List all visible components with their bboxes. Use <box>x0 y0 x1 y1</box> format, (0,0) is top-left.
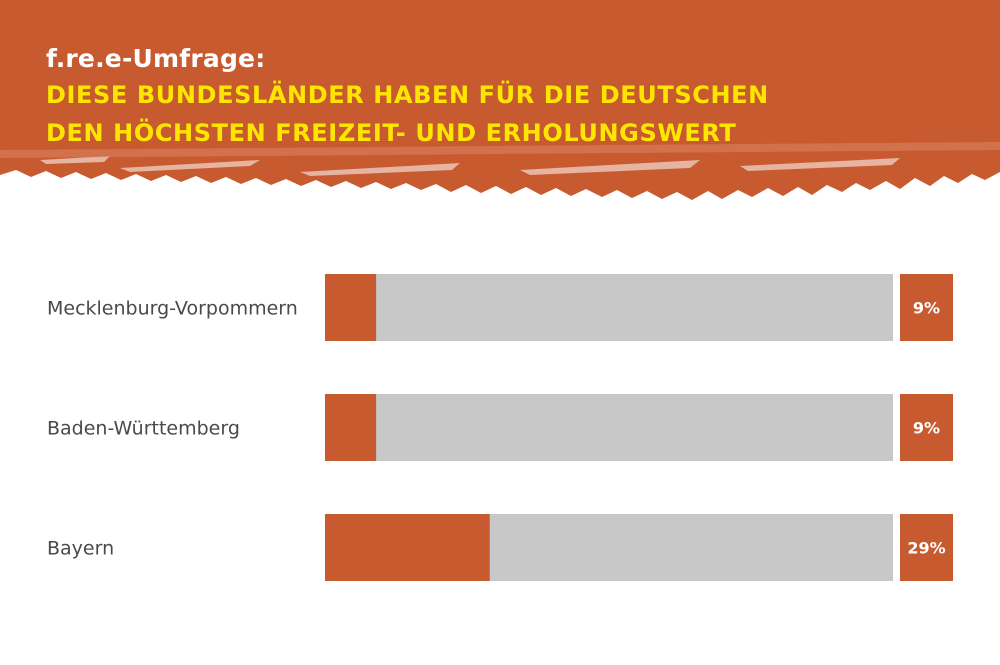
headline-line-2: DEN HÖCHSTEN FREIZEIT- UND ERHOLUNGSWERT <box>46 119 737 147</box>
value-label-mecklenburg-vorpommern: 9% <box>913 299 940 318</box>
value-box-baden-wuerttemberg <box>900 394 953 461</box>
header-banner <box>0 0 1000 205</box>
brush-stroke-banner <box>0 0 1000 200</box>
bar-fill-baden-wuerttemberg <box>325 394 377 461</box>
bar-fill-mecklenburg-vorpommern <box>325 274 377 341</box>
survey-subtitle: f.re.e-Umfrage: <box>46 44 266 73</box>
value-label-bayern: 29% <box>907 539 945 558</box>
value-box-mecklenburg-vorpommern <box>900 274 953 341</box>
title-block: f.re.e-Umfrage: DIESE BUNDESLÄNDER HABEN… <box>46 42 946 152</box>
value-label-baden-wuerttemberg: 9% <box>913 419 940 438</box>
bar-fill-bayern <box>325 514 490 581</box>
bar-track-mecklenburg-vorpommern <box>325 274 893 341</box>
category-label-mecklenburg-vorpommern: Mecklenburg-Vorpommern <box>47 298 298 320</box>
category-label-bayern: Bayern <box>47 538 114 560</box>
category-label-baden-wuerttemberg: Baden-Württemberg <box>47 418 240 440</box>
bar-track-baden-wuerttemberg <box>325 394 893 461</box>
value-box-bayern <box>900 514 953 581</box>
headline-line-1: DIESE BUNDESLÄNDER HABEN FÜR DIE DEUTSCH… <box>46 81 769 109</box>
